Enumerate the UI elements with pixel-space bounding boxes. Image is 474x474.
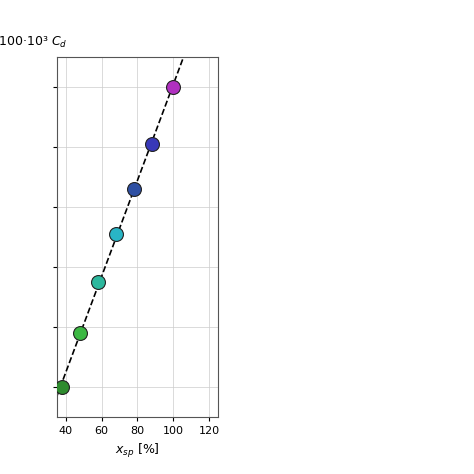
- X-axis label: $x_{sp}$ [%]: $x_{sp}$ [%]: [115, 442, 160, 460]
- Point: [76, 329, 84, 337]
- Point: [112, 230, 120, 238]
- Point: [94, 278, 102, 286]
- Point: [58, 383, 66, 391]
- Point: [170, 83, 177, 91]
- Point: [148, 140, 155, 148]
- Point: [130, 185, 137, 193]
- Text: = 100·10³ $C_d$: = 100·10³ $C_d$: [0, 35, 68, 50]
